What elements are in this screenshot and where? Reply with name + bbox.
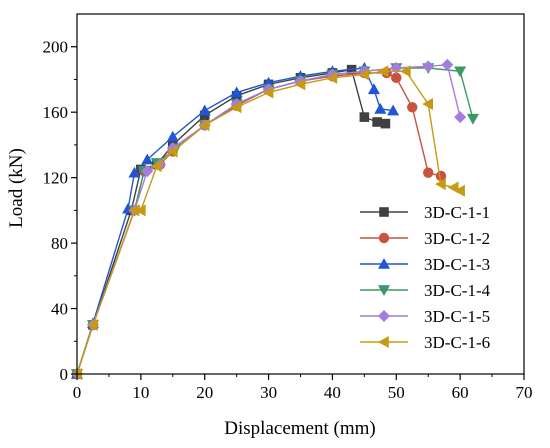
- data-point: [387, 104, 400, 116]
- data-point: [374, 102, 387, 114]
- legend-marker: [378, 310, 390, 322]
- series-line: [76, 63, 461, 375]
- data-point: [423, 167, 434, 178]
- data-point: [128, 204, 140, 217]
- x-tick-label: 70: [516, 383, 533, 402]
- data-point: [198, 104, 211, 116]
- data-point: [358, 68, 370, 81]
- data-point: [466, 113, 479, 125]
- data-point: [454, 66, 467, 78]
- x-tick-label: 0: [73, 383, 82, 402]
- legend-item: 3D-C-1-1: [360, 203, 490, 222]
- x-tick-label: 20: [196, 383, 213, 402]
- data-point: [441, 58, 454, 71]
- data-point: [435, 170, 447, 182]
- data-point: [128, 166, 141, 178]
- series-3D-C-1-1: [72, 64, 391, 379]
- legend-label: 3D-C-1-1: [424, 203, 490, 222]
- legend-marker: [379, 207, 389, 217]
- series-line: [76, 72, 442, 375]
- series-3D-C-1-5: [71, 58, 467, 380]
- data-point: [367, 83, 380, 95]
- legend-label: 3D-C-1-5: [424, 307, 490, 326]
- data-point: [150, 160, 162, 173]
- legend-label: 3D-C-1-4: [424, 281, 491, 300]
- y-tick-label: 80: [51, 234, 68, 253]
- series-layer: [71, 58, 479, 380]
- y-tick-label: 200: [43, 38, 69, 57]
- x-tick-label: 30: [260, 383, 277, 402]
- legend-item: 3D-C-1-6: [360, 333, 490, 352]
- x-tick-label: 10: [132, 383, 149, 402]
- legend-marker: [378, 232, 390, 244]
- legend-item: 3D-C-1-5: [360, 307, 490, 326]
- data-point: [262, 86, 274, 99]
- data-point: [391, 72, 402, 84]
- y-tick-label: 0: [60, 365, 69, 384]
- x-tick-label: 60: [452, 383, 469, 402]
- data-point: [198, 119, 210, 132]
- data-point: [399, 65, 411, 78]
- data-point: [434, 178, 446, 191]
- legend-item: 3D-C-1-2: [360, 229, 490, 248]
- axes-layer: 0 10 20 30 40 50 60 70 0 40 80 120 160 200: [43, 13, 533, 402]
- data-point: [141, 165, 154, 178]
- data-point: [359, 112, 370, 122]
- legend-label: 3D-C-1-6: [424, 333, 490, 352]
- series-3D-C-1-6: [71, 65, 465, 380]
- data-point: [230, 101, 242, 114]
- series-line: [76, 68, 386, 375]
- legend-item: 3D-C-1-3: [360, 255, 490, 274]
- data-point: [326, 71, 338, 84]
- data-point: [407, 102, 418, 113]
- data-point: [294, 78, 306, 91]
- y-tick-label: 40: [51, 300, 68, 319]
- x-axis-title: Displacement (mm): [224, 418, 375, 439]
- data-point: [166, 145, 178, 158]
- data-point: [134, 204, 146, 217]
- data-point: [141, 153, 154, 165]
- legend: 3D-C-1-1 3D-C-1-2 3D-C-1-3 3D-C-1-4 3D-C-1-5…: [360, 203, 491, 352]
- legend-marker: [378, 258, 390, 269]
- data-point: [372, 117, 382, 127]
- data-point: [454, 111, 467, 124]
- x-tick-label: 50: [388, 383, 405, 402]
- series-3D-C-1-4: [71, 63, 479, 380]
- data-point: [422, 60, 435, 73]
- data-point: [86, 318, 98, 331]
- data-point: [230, 86, 243, 98]
- y-tick-label: 120: [43, 169, 69, 188]
- data-point: [166, 130, 179, 142]
- data-point: [454, 184, 465, 197]
- data-point: [199, 110, 210, 121]
- legend-marker: [378, 285, 390, 296]
- data-point: [422, 98, 434, 110]
- y-tick-label: 160: [43, 103, 69, 122]
- legend-marker: [378, 336, 389, 348]
- legend-item: 3D-C-1-4: [360, 281, 491, 300]
- legend-label: 3D-C-1-2: [424, 229, 490, 248]
- legend-label: 3D-C-1-3: [424, 255, 490, 274]
- y-axis-title: Load (kN): [6, 148, 27, 228]
- x-tick-label: 40: [324, 383, 341, 402]
- data-point: [380, 118, 391, 129]
- series-line: [76, 70, 461, 375]
- series-line: [76, 67, 394, 375]
- data-point: [377, 65, 389, 78]
